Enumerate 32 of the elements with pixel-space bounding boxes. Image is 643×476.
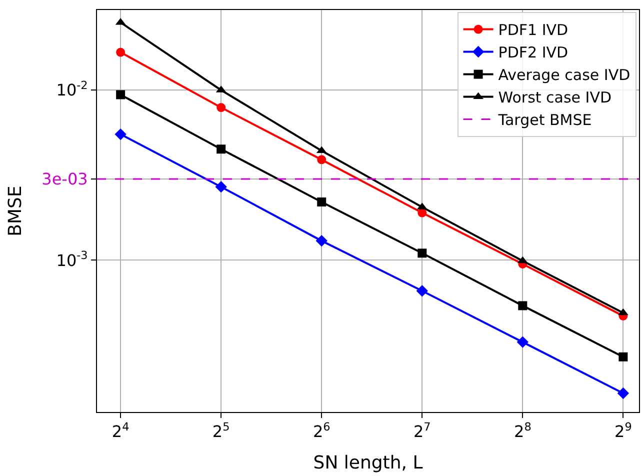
y-tick-label: 3e-03 bbox=[42, 170, 88, 189]
x-tick-label: 2$^{9}$ bbox=[614, 420, 632, 442]
point bbox=[316, 234, 328, 247]
point bbox=[418, 208, 427, 218]
point bbox=[416, 285, 428, 297]
x-tick-label: 2$^{7}$ bbox=[413, 420, 431, 442]
x-axis-title: SN length, L bbox=[313, 452, 423, 474]
x-tick-label: 2$^{8}$ bbox=[514, 420, 532, 442]
y-axis-title: BMSE bbox=[4, 186, 26, 236]
point bbox=[617, 387, 630, 400]
legend-label: Average case IVD bbox=[498, 66, 630, 84]
y-tick-label: 10$^{-2}$ bbox=[56, 79, 88, 100]
y-tick-label: 10$^{-3}$ bbox=[56, 249, 88, 270]
point bbox=[215, 180, 227, 193]
point bbox=[418, 248, 427, 258]
point bbox=[114, 128, 126, 140]
point bbox=[216, 144, 226, 154]
point bbox=[216, 103, 226, 112]
point bbox=[317, 197, 326, 206]
x-tick-label: 2$^{4}$ bbox=[112, 420, 130, 442]
point bbox=[116, 90, 126, 100]
point bbox=[116, 48, 126, 57]
point bbox=[516, 336, 529, 348]
x-tick-label: 2$^{6}$ bbox=[312, 420, 330, 442]
point bbox=[518, 301, 528, 310]
x-tick-label: 2$^{5}$ bbox=[212, 420, 230, 442]
legend-label: PDF1 IVD bbox=[498, 21, 568, 40]
point bbox=[317, 155, 326, 164]
point bbox=[618, 352, 628, 362]
legend-label: Worst case IVD bbox=[498, 88, 612, 107]
legend-label: PDF2 IVD bbox=[498, 44, 568, 62]
legend-label: Target BMSE bbox=[497, 111, 592, 130]
